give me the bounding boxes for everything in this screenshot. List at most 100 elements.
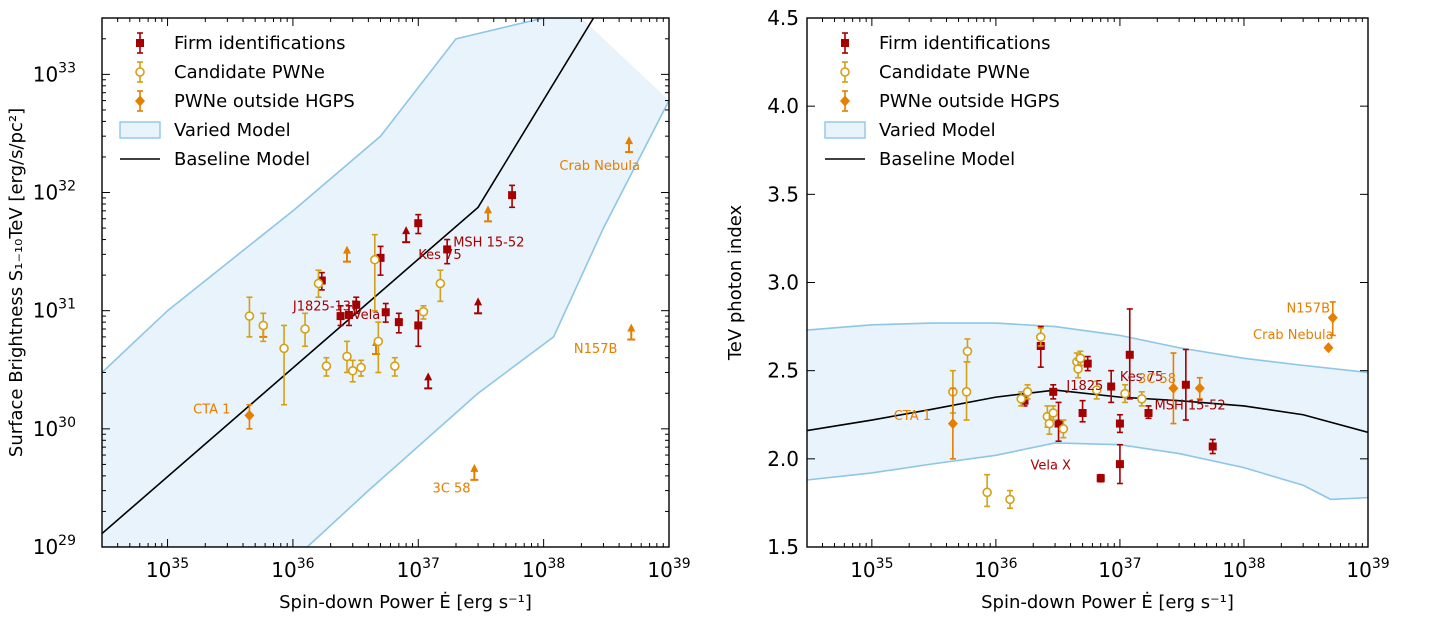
y-axis-label: TeV photon index [725, 204, 746, 361]
candidate-pwne-point [300, 312, 310, 348]
candidate-pwne-point [1035, 327, 1046, 347]
pwne-outside-hgps-point [1323, 342, 1334, 354]
candidate-pwne-point [1048, 405, 1059, 421]
candidate-pwne-point [962, 338, 973, 363]
point-annotation: Kes 75 [418, 248, 461, 263]
y-tick-label: 4.0 [767, 94, 799, 118]
x-tick-label: 1039 [1346, 556, 1389, 582]
candidate-pwne-point [1058, 419, 1069, 439]
legend: Firm identifications Candidate PWNe PWNe o… [824, 32, 1060, 170]
firm-identifications-point [1054, 401, 1063, 443]
candidate-pwne-point [1075, 350, 1086, 367]
pwne-outside-hgps-point [1327, 301, 1338, 337]
firm-identifications-point [376, 245, 385, 276]
x-tick-label: 1037 [1098, 556, 1141, 582]
firm-identifications-point [1144, 405, 1153, 420]
pwne-outside-hgps-point [947, 387, 958, 460]
pwne-outside-hgps-point [1168, 352, 1179, 425]
photon-index-chart: N157B Crab Nebula Kes 75 J1825 3C 58 MSH 15-5… [725, 6, 1390, 613]
y-tick-label: 3.0 [767, 271, 799, 295]
lower-limit-arrow [402, 226, 411, 244]
y-tick-label: 2.0 [767, 447, 799, 471]
legend-entry: Varied Model [824, 120, 996, 141]
candidate-pwne-point [313, 269, 324, 299]
firm-identifications-point [1107, 369, 1116, 404]
baseline-model-line [102, 18, 595, 535]
firm-identifications-point [1096, 473, 1105, 483]
legend-entry: Candidate PWNe [840, 61, 1030, 83]
varied-model-band [807, 323, 1368, 500]
y-tick-label: 1.5 [767, 535, 799, 559]
x-tick-label: 1035 [850, 556, 893, 582]
candidate-pwne-point [347, 359, 358, 383]
legend-entry: Firm identifications [136, 32, 345, 54]
legend-entry: Firm identifications [841, 32, 1050, 54]
svg-text:Baseline Model: Baseline Model [174, 149, 310, 170]
point-annotation: Kes 75 [1120, 370, 1163, 385]
x-axis-label: Spin-down Power Ė [erg s⁻¹] [981, 592, 1234, 613]
point-annotation: CTA 1 [894, 409, 931, 424]
x-tick-label: 1038 [1222, 556, 1265, 582]
x-tick-label: 1037 [397, 556, 440, 582]
candidate-pwne-point [373, 321, 384, 374]
lower-limit-arrow [342, 245, 351, 263]
lower-limit-arrow [474, 297, 483, 315]
firm-identifications-point [336, 304, 345, 327]
x-tick-label: 1038 [522, 556, 565, 582]
plot-area [102, 18, 669, 547]
firm-identifications-point [1125, 308, 1134, 400]
y-tick-label: 1032 [33, 179, 76, 205]
legend-entry: Varied Model [119, 120, 291, 141]
candidate-pwne-point [1120, 383, 1130, 404]
varied-model-upper-edge [807, 322, 1368, 374]
x-tick-label: 1035 [146, 556, 189, 582]
firm-identifications-point [508, 184, 517, 209]
point-annotation: CTA 1 [193, 402, 230, 417]
varied-model-upper-edge [102, 18, 582, 374]
svg-text:Firm identifications: Firm identifications [174, 33, 345, 54]
svg-text:Candidate PWNe: Candidate PWNe [174, 62, 325, 83]
lower-limit-arrow [484, 205, 493, 223]
firm-identifications-point [381, 302, 390, 323]
legend-entry: Candidate PWNe [135, 61, 325, 83]
candidate-pwne-point [370, 233, 380, 312]
svg-text:Firm identifications: Firm identifications [879, 33, 1050, 54]
x-tick-label: 1036 [271, 556, 314, 582]
firm-identifications-point [1181, 348, 1190, 421]
svg-text:PWNe outside HGPS: PWNe outside HGPS [879, 91, 1060, 112]
svg-text:Varied Model: Varied Model [174, 120, 291, 141]
lower-limit-arrow [625, 136, 634, 154]
varied-model-lower-edge [102, 100, 669, 547]
y-tick-label: 3.5 [767, 182, 799, 206]
firm-identifications-point [344, 304, 353, 327]
firm-identifications-point [1083, 355, 1092, 372]
lower-limit-arrow [627, 323, 636, 341]
candidate-pwne-point [356, 359, 366, 377]
y-tick-label: 4.5 [767, 6, 799, 30]
point-annotation: Vela X [1030, 458, 1071, 473]
y-tick-label: 1033 [33, 60, 76, 86]
candidate-pwne-point [435, 269, 446, 303]
firm-identifications-point [1115, 443, 1124, 485]
svg-text:PWNe outside HGPS: PWNe outside HGPS [174, 91, 355, 112]
firm-identifications-point [443, 238, 452, 265]
y-tick-label: 1030 [33, 415, 76, 441]
x-tick-label: 1039 [647, 556, 690, 582]
y-tick-label: 2.5 [767, 359, 799, 383]
svg-text:Varied Model: Varied Model [879, 120, 996, 141]
firm-identifications-point [1049, 383, 1058, 400]
point-annotation: 3C 58 [1138, 372, 1176, 387]
point-annotation: Crab Nebula [559, 159, 640, 174]
candidate-pwne-point [279, 324, 289, 406]
firm-identifications-point [352, 296, 361, 315]
surface-brightness-chart-panel: Crab Nebula MSH 15-52 Kes 75 J1825-137 Vela N… [6, 17, 691, 613]
point-annotation: N157B [574, 342, 617, 357]
firm-identifications-point [1078, 399, 1087, 423]
plot-area [807, 301, 1368, 510]
baseline-model-line [807, 389, 1368, 434]
firm-identifications-point [394, 312, 403, 334]
point-annotation: J1825 [1065, 379, 1103, 394]
point-annotation: MSH 15-52 [453, 235, 524, 250]
lower-limit-arrow [424, 372, 433, 390]
